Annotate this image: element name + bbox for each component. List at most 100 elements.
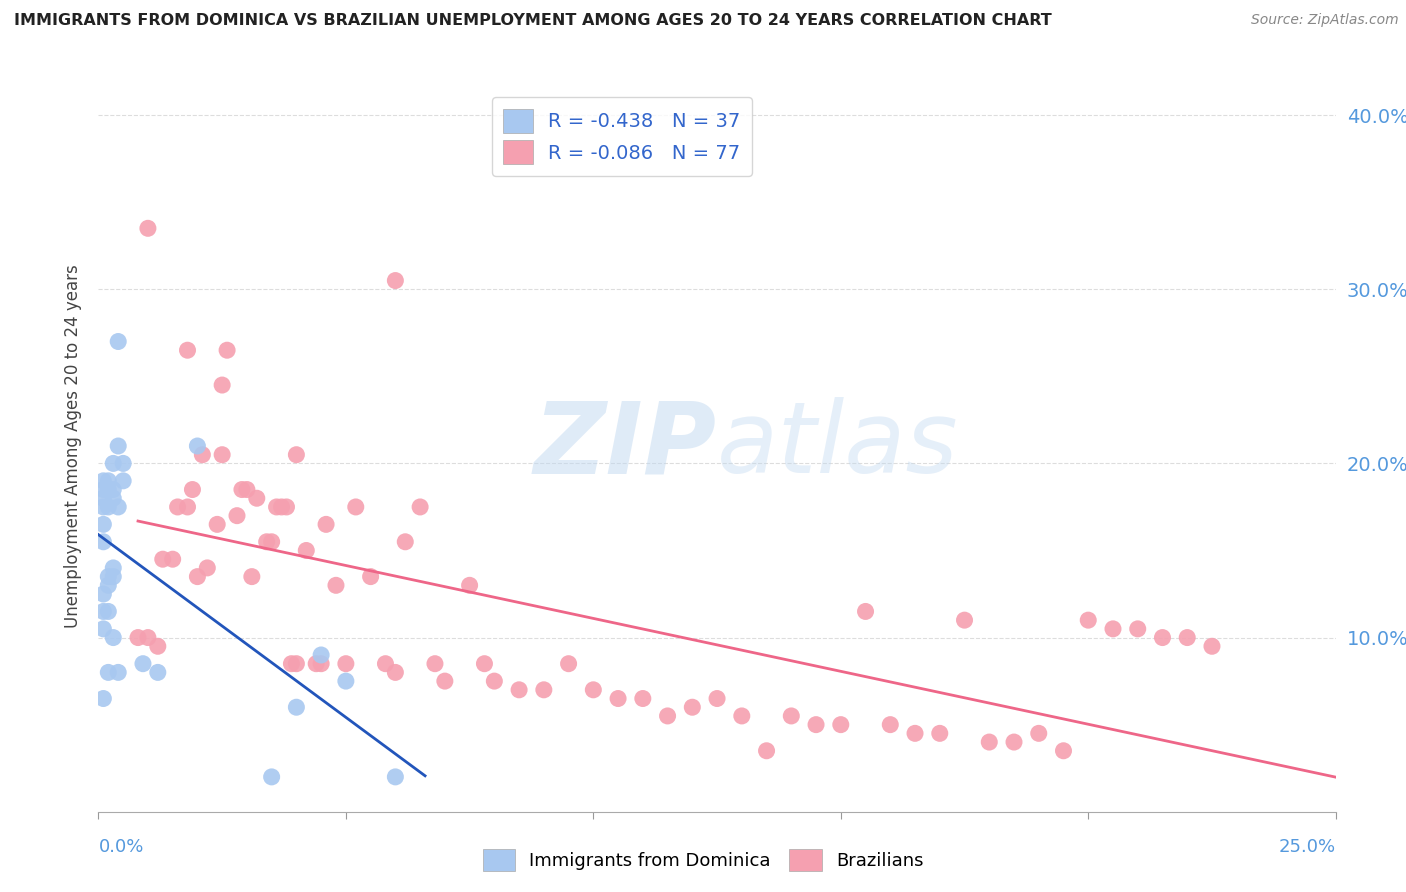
Y-axis label: Unemployment Among Ages 20 to 24 years: Unemployment Among Ages 20 to 24 years <box>65 264 83 628</box>
Text: ZIP: ZIP <box>534 398 717 494</box>
Point <box>1175 631 1198 645</box>
Point <box>176 500 198 514</box>
Point <box>93 474 115 488</box>
Point <box>1052 744 1074 758</box>
Point <box>1028 726 1050 740</box>
Point <box>93 587 115 601</box>
Point <box>325 578 347 592</box>
Point <box>309 657 332 671</box>
Point <box>97 474 120 488</box>
Point <box>1126 622 1149 636</box>
Point <box>191 448 214 462</box>
Point <box>631 691 654 706</box>
Point <box>344 500 367 514</box>
Point <box>236 483 259 497</box>
Point <box>93 500 115 514</box>
Point <box>335 674 357 689</box>
Point <box>276 500 298 514</box>
Point <box>146 640 169 654</box>
Point <box>295 543 318 558</box>
Legend: Immigrants from Dominica, Brazilians: Immigrants from Dominica, Brazilians <box>475 842 931 879</box>
Point <box>103 483 125 497</box>
Point <box>484 674 506 689</box>
Point <box>217 343 239 358</box>
Point <box>879 717 901 731</box>
Point <box>103 569 125 583</box>
Point <box>186 569 208 583</box>
Point <box>706 691 728 706</box>
Point <box>195 561 218 575</box>
Point <box>240 569 263 583</box>
Point <box>231 483 253 497</box>
Point <box>394 534 416 549</box>
Point <box>979 735 1001 749</box>
Point <box>93 517 115 532</box>
Point <box>103 631 125 645</box>
Point <box>953 613 976 627</box>
Point <box>681 700 703 714</box>
Point <box>1152 631 1174 645</box>
Legend: R = -0.438   N = 37, R = -0.086   N = 77: R = -0.438 N = 37, R = -0.086 N = 77 <box>492 97 752 176</box>
Point <box>904 726 927 740</box>
Point <box>309 648 332 662</box>
Point <box>107 439 129 453</box>
Point <box>474 657 496 671</box>
Point <box>93 491 115 506</box>
Text: 25.0%: 25.0% <box>1278 838 1336 856</box>
Point <box>260 770 283 784</box>
Point <box>270 500 292 514</box>
Point <box>266 500 288 514</box>
Point <box>136 631 159 645</box>
Point <box>1201 640 1223 654</box>
Point <box>433 674 456 689</box>
Point <box>260 534 283 549</box>
Point <box>211 378 233 392</box>
Point <box>107 500 129 514</box>
Point <box>97 665 120 680</box>
Point <box>246 491 269 506</box>
Point <box>103 457 125 471</box>
Point <box>557 657 579 671</box>
Point <box>97 569 120 583</box>
Point <box>97 604 120 618</box>
Point <box>103 491 125 506</box>
Point <box>97 500 120 514</box>
Point <box>93 622 115 636</box>
Point <box>315 517 337 532</box>
Point <box>928 726 950 740</box>
Point <box>285 700 308 714</box>
Point <box>97 483 120 497</box>
Point <box>285 448 308 462</box>
Point <box>384 274 406 288</box>
Point <box>374 657 396 671</box>
Point <box>409 500 432 514</box>
Point <box>335 657 357 671</box>
Point <box>1002 735 1025 749</box>
Point <box>107 665 129 680</box>
Point <box>305 657 328 671</box>
Point <box>136 221 159 235</box>
Point <box>132 657 155 671</box>
Point <box>855 604 877 618</box>
Point <box>731 709 754 723</box>
Text: 0.0%: 0.0% <box>98 838 143 856</box>
Point <box>804 717 827 731</box>
Point <box>93 534 115 549</box>
Point <box>107 334 129 349</box>
Point <box>93 691 115 706</box>
Point <box>181 483 204 497</box>
Point <box>205 517 228 532</box>
Point <box>607 691 630 706</box>
Point <box>176 343 198 358</box>
Point <box>146 665 169 680</box>
Text: atlas: atlas <box>717 398 959 494</box>
Point <box>93 604 115 618</box>
Point <box>280 657 302 671</box>
Point <box>211 448 233 462</box>
Point <box>830 717 852 731</box>
Point <box>97 578 120 592</box>
Text: Source: ZipAtlas.com: Source: ZipAtlas.com <box>1251 13 1399 28</box>
Point <box>458 578 481 592</box>
Point <box>112 457 135 471</box>
Point <box>256 534 278 549</box>
